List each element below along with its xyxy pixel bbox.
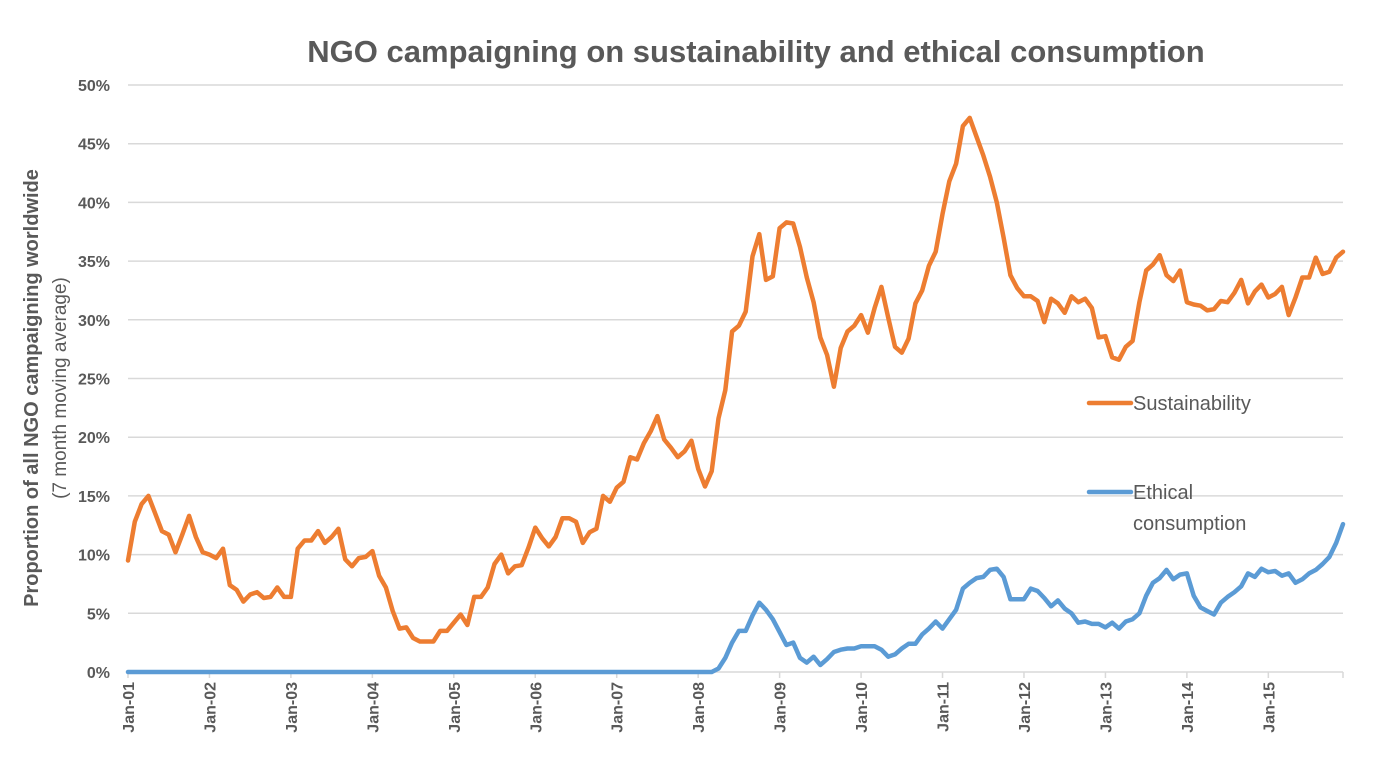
x-axis-ticks: Jan-01 Jan-02 Jan-03 Jan-04 Jan-05 Jan-06 Jan-… [121, 672, 1344, 733]
y-tick-label: 20% [78, 430, 110, 447]
y-tick-label: 0% [87, 665, 110, 682]
y-tick-label: 40% [78, 195, 110, 212]
y-tick-label: 50% [78, 78, 110, 95]
y-tick-label: 5% [87, 606, 110, 623]
y-axis-label: Proportion of all NGO campaigning worldw… [21, 169, 43, 607]
y-axis-ticks: 0% 5% 10% 15% 20% 25% 30% 35% 40% 45% 50% [78, 78, 110, 682]
legend-label-sustainability: Sustainability [1133, 393, 1251, 415]
y-tick-label: 30% [78, 313, 110, 330]
x-tick-label: Jan-12 [1017, 682, 1034, 733]
x-tick-label: Jan-03 [284, 682, 301, 733]
x-tick-label: Jan-02 [202, 682, 219, 733]
series-line-ethical-consumption [125, 521, 1346, 675]
x-tick-label: Jan-11 [936, 682, 953, 732]
x-tick-label: Jan-06 [528, 682, 545, 733]
x-tick-label: Jan-01 [121, 682, 138, 733]
x-tick-label: Jan-13 [1098, 682, 1115, 733]
x-tick-label: Jan-09 [773, 682, 790, 733]
x-tick-label: Jan-08 [691, 682, 708, 733]
y-axis-title: Proportion of all NGO campaigning worldw… [21, 169, 71, 607]
series-line-sustainability [125, 115, 1346, 644]
y-tick-label: 15% [78, 489, 110, 506]
x-tick-label: Jan-07 [610, 682, 627, 733]
y-tick-label: 25% [78, 372, 110, 389]
y-tick-label: 45% [78, 137, 110, 154]
x-tick-label: Jan-04 [365, 682, 382, 733]
x-tick-label: Jan-14 [1180, 682, 1197, 733]
legend-label-ethical-line2: consumption [1133, 513, 1246, 535]
gridlines [128, 84, 1343, 673]
legend: Sustainability Ethical consumption [1086, 393, 1251, 535]
x-tick-label: Jan-10 [854, 682, 871, 733]
chart-title: NGO campaigning on sustainability and et… [307, 34, 1204, 69]
x-tick-label: Jan-15 [1261, 682, 1278, 733]
series-lines [125, 115, 1346, 675]
y-tick-label: 35% [78, 254, 110, 271]
y-axis-sublabel: (7 month moving average) [50, 277, 71, 499]
legend-label-ethical-line1: Ethical [1133, 482, 1193, 504]
x-tick-label: Jan-05 [447, 682, 464, 733]
y-tick-label: 10% [78, 548, 110, 565]
